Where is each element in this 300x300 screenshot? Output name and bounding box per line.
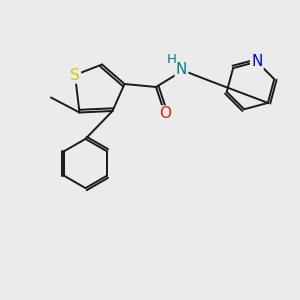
Text: O: O	[159, 106, 171, 122]
Text: N: N	[176, 61, 187, 76]
Text: H: H	[167, 52, 176, 66]
Text: S: S	[70, 68, 80, 82]
Text: N: N	[251, 54, 262, 69]
